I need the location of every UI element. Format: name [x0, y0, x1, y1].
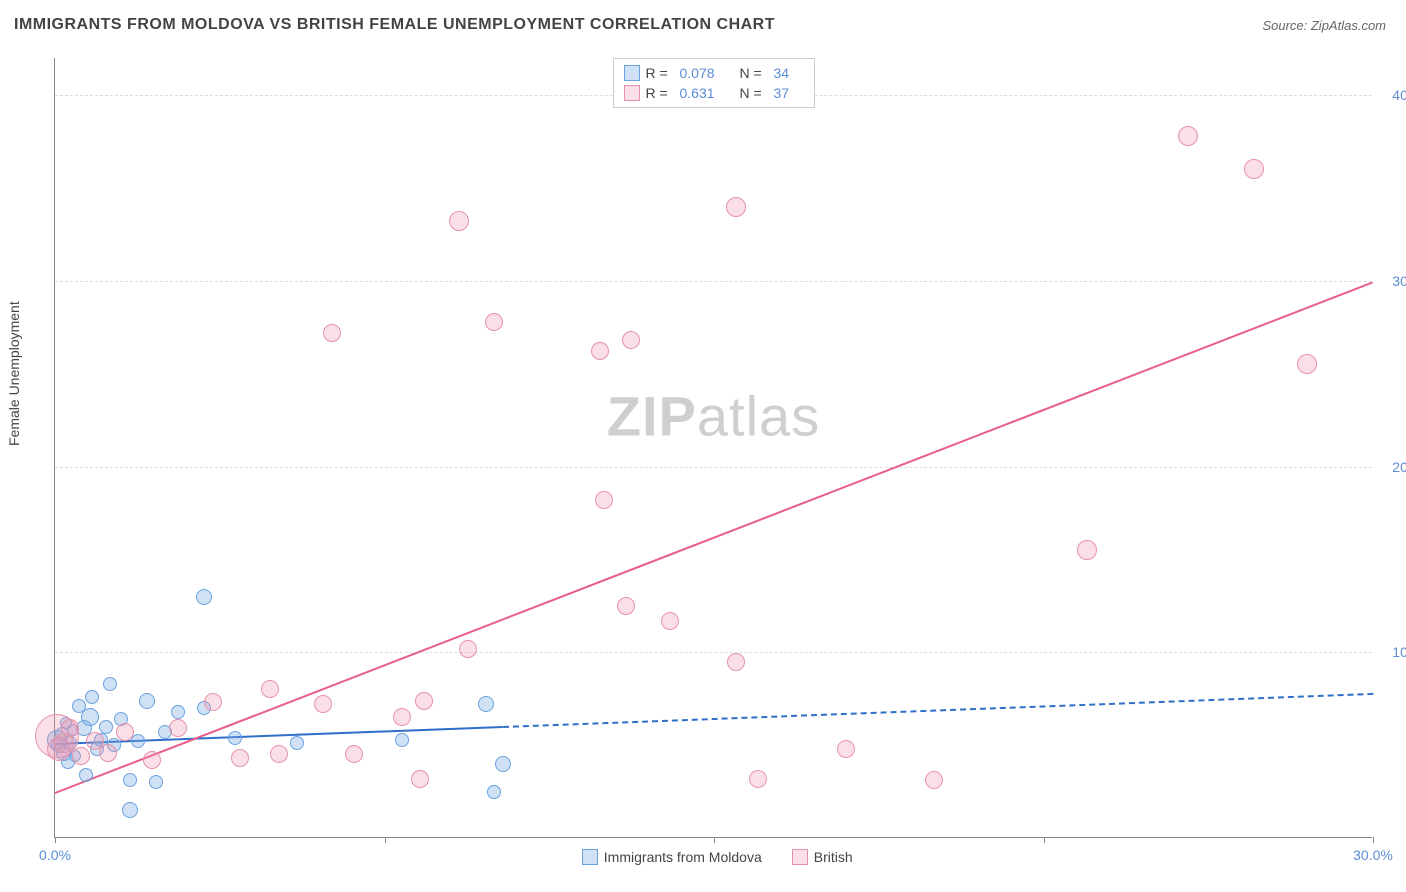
- data-point: [290, 736, 304, 750]
- data-point: [837, 740, 855, 758]
- x-tick: [55, 837, 56, 843]
- data-point: [61, 719, 79, 737]
- data-point: [171, 705, 185, 719]
- y-tick-label: 30.0%: [1377, 273, 1406, 289]
- watermark: ZIPatlas: [607, 384, 820, 449]
- gridline: [55, 467, 1372, 468]
- chart-plot-area: 10.0%20.0%30.0%40.0%0.0%30.0%ZIPatlasR =…: [54, 58, 1372, 838]
- chart-title: IMMIGRANTS FROM MOLDOVA VS BRITISH FEMAL…: [14, 16, 775, 34]
- data-point: [116, 723, 134, 741]
- legend-item: British: [792, 849, 853, 865]
- source-attribution: Source: ZipAtlas.com: [1262, 18, 1386, 33]
- data-point: [1244, 159, 1264, 179]
- data-point: [487, 785, 501, 799]
- data-point: [415, 692, 433, 710]
- gridline: [55, 652, 1372, 653]
- legend-n-value: 37: [774, 85, 804, 101]
- data-point: [925, 771, 943, 789]
- data-point: [231, 749, 249, 767]
- data-point: [314, 695, 332, 713]
- data-point: [323, 324, 341, 342]
- legend-swatch: [624, 85, 640, 101]
- legend-label: British: [814, 849, 853, 865]
- data-point: [122, 802, 138, 818]
- legend-row: R = 0.078 N = 34: [624, 63, 804, 83]
- legend-swatch: [624, 65, 640, 81]
- legend-row: R = 0.631 N = 37: [624, 83, 804, 103]
- y-tick-label: 10.0%: [1377, 644, 1406, 660]
- data-point: [1178, 126, 1198, 146]
- data-point: [103, 677, 117, 691]
- data-point: [395, 733, 409, 747]
- data-point: [495, 756, 511, 772]
- legend-r-value: 0.631: [680, 85, 728, 101]
- data-point: [270, 745, 288, 763]
- data-point: [393, 708, 411, 726]
- data-point: [449, 211, 469, 231]
- data-point: [261, 680, 279, 698]
- trend-line: [55, 281, 1374, 794]
- legend-label: Immigrants from Moldova: [604, 849, 762, 865]
- y-axis-label: Female Unemployment: [6, 301, 22, 446]
- data-point: [123, 773, 137, 787]
- data-point: [591, 342, 609, 360]
- data-point: [345, 745, 363, 763]
- data-point: [727, 653, 745, 671]
- legend-correlation: R = 0.078 N = 34 R = 0.631 N = 37: [613, 58, 815, 108]
- data-point: [85, 690, 99, 704]
- legend-r-value: 0.078: [680, 65, 728, 81]
- legend-swatch: [792, 849, 808, 865]
- data-point: [485, 313, 503, 331]
- data-point: [1297, 354, 1317, 374]
- legend-n-label: N =: [740, 85, 768, 101]
- data-point: [661, 612, 679, 630]
- x-tick: [385, 837, 386, 843]
- x-tick-label: 0.0%: [39, 847, 71, 863]
- data-point: [196, 589, 212, 605]
- data-point: [411, 770, 429, 788]
- data-point: [617, 597, 635, 615]
- data-point: [131, 734, 145, 748]
- legend-n-value: 34: [774, 65, 804, 81]
- y-tick-label: 20.0%: [1377, 459, 1406, 475]
- data-point: [79, 768, 93, 782]
- data-point: [72, 747, 90, 765]
- data-point: [228, 731, 242, 745]
- legend-swatch: [582, 849, 598, 865]
- data-point: [99, 720, 113, 734]
- x-tick-label: 30.0%: [1353, 847, 1393, 863]
- data-point: [139, 693, 155, 709]
- x-tick: [1373, 837, 1374, 843]
- data-point: [204, 693, 222, 711]
- data-point: [1077, 540, 1097, 560]
- legend-r-label: R =: [646, 85, 674, 101]
- legend-series: Immigrants from Moldova British: [582, 849, 853, 865]
- legend-item: Immigrants from Moldova: [582, 849, 762, 865]
- gridline: [55, 281, 1372, 282]
- x-tick: [714, 837, 715, 843]
- data-point: [169, 719, 187, 737]
- data-point: [478, 696, 494, 712]
- data-point: [726, 197, 746, 217]
- data-point: [149, 775, 163, 789]
- data-point: [143, 751, 161, 769]
- data-point: [749, 770, 767, 788]
- trend-line: [503, 693, 1373, 728]
- data-point: [459, 640, 477, 658]
- x-tick: [1044, 837, 1045, 843]
- y-tick-label: 40.0%: [1377, 87, 1406, 103]
- data-point: [81, 708, 99, 726]
- legend-n-label: N =: [740, 65, 768, 81]
- data-point: [622, 331, 640, 349]
- data-point: [595, 491, 613, 509]
- legend-r-label: R =: [646, 65, 674, 81]
- data-point: [99, 744, 117, 762]
